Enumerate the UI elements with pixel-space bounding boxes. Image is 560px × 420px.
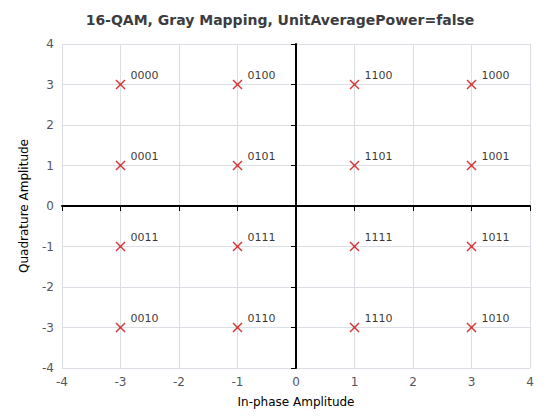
svg-text:-2: -2 xyxy=(173,375,185,389)
svg-text:1111: 1111 xyxy=(365,231,393,244)
svg-text:1100: 1100 xyxy=(365,69,393,82)
svg-text:-3: -3 xyxy=(115,375,127,389)
svg-text:4: 4 xyxy=(46,37,54,51)
svg-text:0000: 0000 xyxy=(131,69,159,82)
svg-text:0: 0 xyxy=(46,199,54,213)
svg-text:0100: 0100 xyxy=(248,69,276,82)
svg-text:4: 4 xyxy=(526,375,534,389)
svg-text:0110: 0110 xyxy=(248,312,276,325)
svg-text:1010: 1010 xyxy=(482,312,510,325)
svg-text:3: 3 xyxy=(468,375,476,389)
svg-text:1101: 1101 xyxy=(365,150,393,163)
svg-text:-1: -1 xyxy=(232,375,244,389)
svg-text:3: 3 xyxy=(46,78,54,92)
svg-text:0: 0 xyxy=(292,375,300,389)
svg-text:0010: 0010 xyxy=(131,312,159,325)
svg-text:-1: -1 xyxy=(42,240,54,254)
svg-text:1110: 1110 xyxy=(365,312,393,325)
svg-text:Quadrature Amplitude: Quadrature Amplitude xyxy=(17,139,31,273)
svg-text:1011: 1011 xyxy=(482,231,510,244)
svg-text:-4: -4 xyxy=(56,375,68,389)
svg-text:-3: -3 xyxy=(42,321,54,335)
svg-text:1001: 1001 xyxy=(482,150,510,163)
svg-text:1: 1 xyxy=(46,159,54,173)
svg-text:0011: 0011 xyxy=(131,231,159,244)
svg-text:-2: -2 xyxy=(42,280,54,294)
svg-text:2: 2 xyxy=(409,375,417,389)
svg-text:1000: 1000 xyxy=(482,69,510,82)
svg-text:0001: 0001 xyxy=(131,150,159,163)
svg-text:In-phase Amplitude: In-phase Amplitude xyxy=(238,395,355,409)
svg-text:-4: -4 xyxy=(42,361,54,375)
svg-text:0101: 0101 xyxy=(248,150,276,163)
svg-text:0111: 0111 xyxy=(248,231,276,244)
svg-text:2: 2 xyxy=(46,118,54,132)
svg-text:1: 1 xyxy=(351,375,359,389)
svg-text:16-QAM, Gray Mapping, UnitAver: 16-QAM, Gray Mapping, UnitAveragePower=f… xyxy=(86,12,475,28)
